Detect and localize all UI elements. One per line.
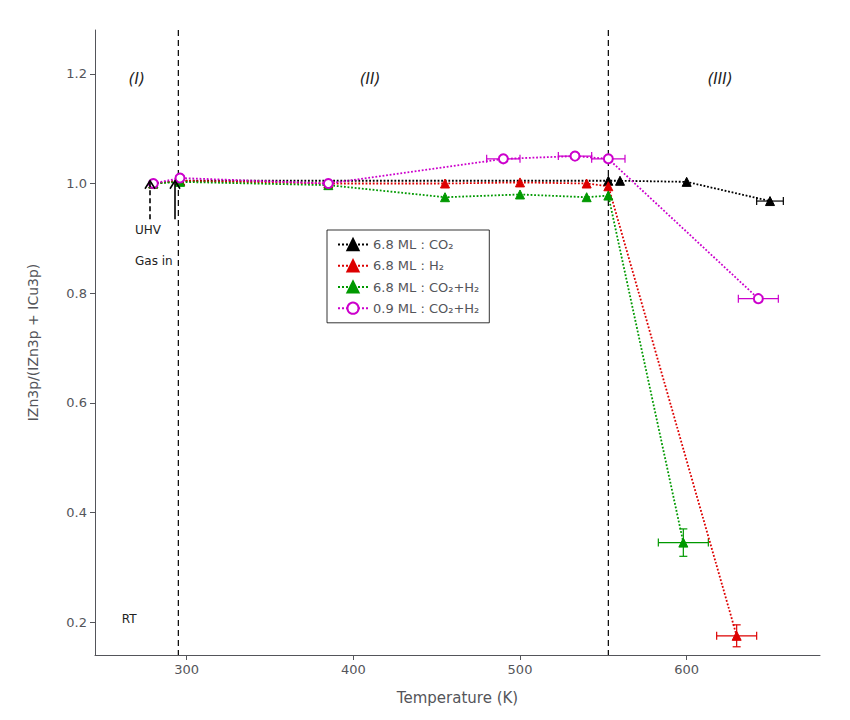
svg-text:IZn3p/(IZn3p + ICu3p): IZn3p/(IZn3p + ICu3p) [25, 264, 41, 422]
svg-text:1.0: 1.0 [66, 176, 87, 191]
svg-text:0.6: 0.6 [66, 395, 87, 410]
svg-text:(III): (III) [708, 70, 733, 88]
svg-text:400: 400 [341, 662, 366, 677]
svg-text:6.8 ML : CO₂: 6.8 ML : CO₂ [373, 237, 453, 252]
svg-text:500: 500 [508, 662, 533, 677]
svg-text:(II): (II) [360, 70, 381, 88]
svg-text:300: 300 [174, 662, 199, 677]
svg-text:0.8: 0.8 [66, 286, 87, 301]
svg-text:Temperature (K): Temperature (K) [396, 689, 518, 707]
svg-text:0.4: 0.4 [66, 505, 87, 520]
svg-text:(I): (I) [129, 70, 145, 88]
svg-text:0.9 ML : CO₂+H₂: 0.9 ML : CO₂+H₂ [373, 301, 479, 316]
svg-text:1.2: 1.2 [66, 66, 87, 81]
svg-text:6.8 ML : H₂: 6.8 ML : H₂ [373, 258, 444, 273]
svg-text:6.8 ML : CO₂+H₂: 6.8 ML : CO₂+H₂ [373, 280, 479, 295]
svg-text:RT: RT [122, 612, 137, 626]
svg-text:0.2: 0.2 [66, 615, 87, 630]
svg-text:UHV: UHV [135, 223, 162, 237]
svg-text:Gas in: Gas in [135, 254, 173, 268]
svg-text:600: 600 [674, 662, 699, 677]
